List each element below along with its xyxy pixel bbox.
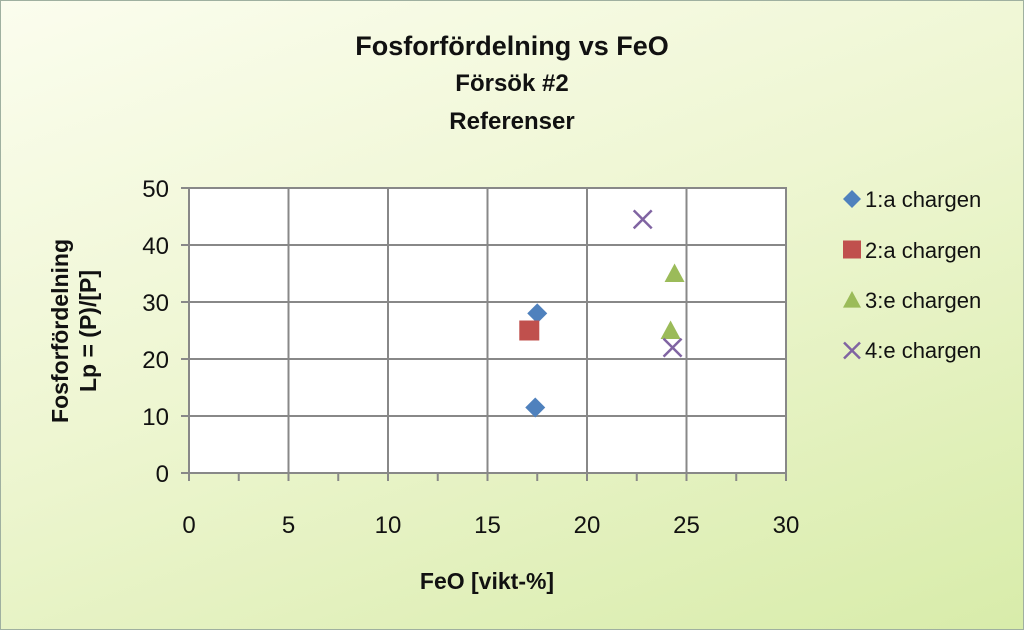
legend-marker-x: [843, 341, 861, 360]
legend-item-2: 2:a chargen: [843, 238, 981, 263]
legend-label-1: 1:a chargen: [865, 187, 981, 212]
x-tick-label: 20: [574, 512, 601, 539]
x-axis-title: FeO [vikt-%]: [420, 568, 554, 594]
legend: 1:a chargen 2:a chargen 3:e chargen 4:e …: [843, 187, 981, 363]
y-tick-label: 20: [142, 347, 169, 374]
axis-ticks: 0 5 10 15 20 25 30 0 10 20 30 40 50: [142, 176, 799, 539]
x-tick-label: 30: [773, 512, 800, 539]
point-series-3-2: [660, 320, 681, 339]
chart-subtitle-line-2: Referenser: [449, 108, 574, 135]
legend-marker-diamond: [843, 190, 861, 208]
x-tick-label: 5: [282, 512, 295, 539]
legend-item-1: 1:a chargen: [843, 187, 981, 212]
legend-item-4: 4:e chargen: [843, 338, 981, 363]
y-tick-label: 40: [142, 233, 169, 260]
legend-marker-triangle: [843, 291, 861, 308]
y-tick-label: 10: [142, 404, 169, 431]
y-axis-title-line-2: Lp = (P)/[P]: [75, 270, 101, 392]
x-tick-label: 0: [182, 512, 195, 539]
chart-subtitle-line-1: Försök #2: [455, 70, 568, 97]
y-axis-title: Fosforfördelning Lp = (P)/[P]: [47, 239, 101, 423]
chart-title: Fosforfördelning vs FeO: [355, 31, 669, 61]
legend-label-4: 4:e chargen: [865, 338, 981, 363]
y-tick-label: 0: [156, 461, 169, 488]
data-points: [519, 209, 685, 418]
x-tick-label: 25: [673, 512, 700, 539]
y-tick-label: 30: [142, 290, 169, 317]
point-series-2-1: [519, 320, 540, 341]
point-series-4-1: [632, 209, 653, 230]
legend-item-3: 3:e chargen: [843, 288, 981, 313]
point-series-1-1: [527, 303, 548, 324]
x-tick-label: 15: [474, 512, 501, 539]
y-axis-title-line-1: Fosforfördelning: [47, 239, 73, 423]
point-series-1-2: [525, 397, 546, 418]
point-series-3-1: [664, 263, 685, 282]
y-tick-label: 50: [142, 176, 169, 203]
point-series-4-2: [662, 337, 683, 358]
legend-label-2: 2:a chargen: [865, 238, 981, 263]
legend-label-3: 3:e chargen: [865, 288, 981, 313]
legend-marker-square: [843, 240, 861, 259]
x-tick-label: 10: [375, 512, 402, 539]
